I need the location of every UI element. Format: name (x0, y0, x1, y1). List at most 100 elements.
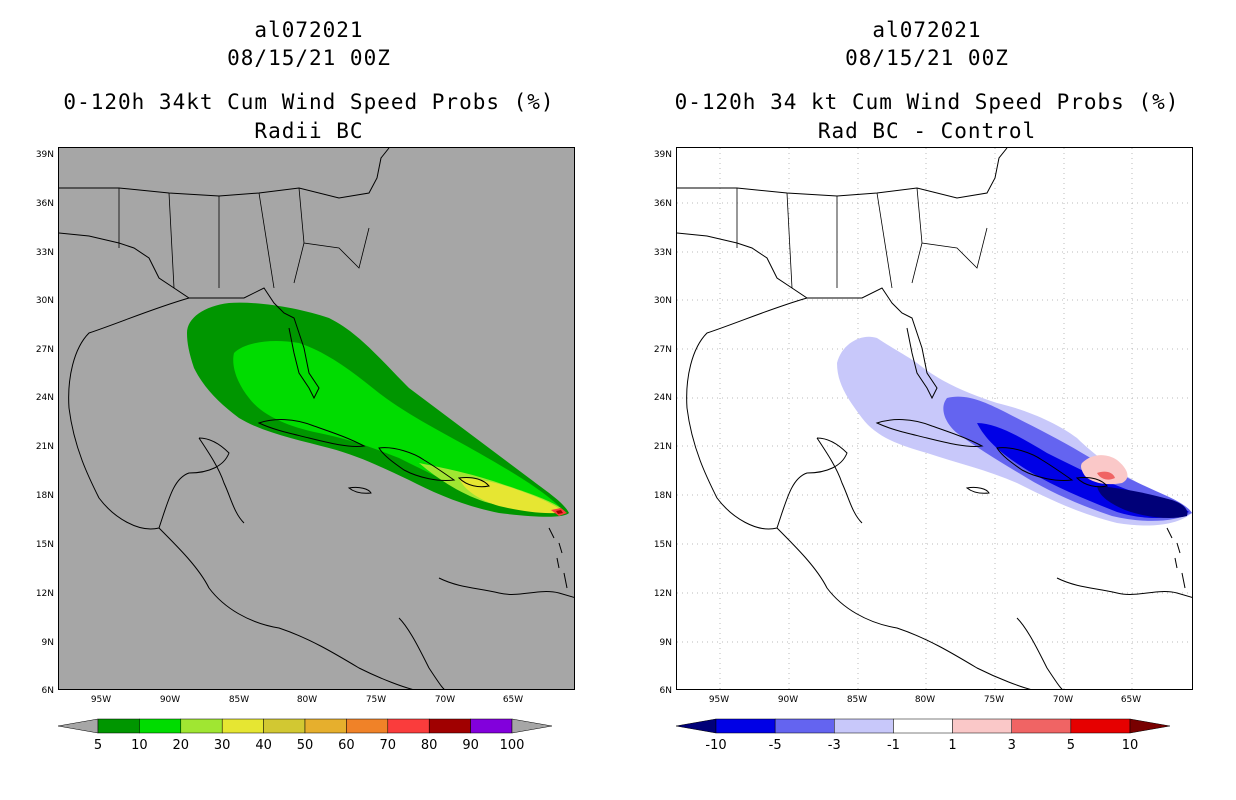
right-colorbar-swatch (715, 718, 776, 734)
left-map-canvas (59, 148, 574, 689)
lat-label-33n: 33N (653, 248, 672, 258)
lat-label-12n: 12N (653, 589, 672, 599)
right-colorbar-low-arrow (676, 718, 717, 734)
right-colorbar-label: 3 (1007, 738, 1016, 753)
lat-label-27n: 27N (35, 345, 54, 355)
right-subtitle: Rad BC - Control (817, 119, 1037, 143)
lat-label-27n: 27N (653, 345, 672, 355)
right-map-canvas (677, 148, 1192, 689)
right-panel: al072021 08/15/21 00Z 0-120h 34 kt Cum W… (618, 0, 1236, 800)
lon-label-90w: 90W (777, 695, 799, 705)
lat-label-39n: 39N (35, 150, 54, 160)
left-colorbar-swatch (304, 718, 347, 734)
left-datetime: 08/15/21 00Z (227, 46, 391, 70)
left-colorbar-label: 100 (499, 738, 525, 753)
lat-label-9n: 9N (659, 638, 672, 648)
right-product-title: 0-120h 34 kt Cum Wind Speed Probs (%) (674, 90, 1180, 114)
left-colorbar-label: 90 (462, 738, 479, 753)
lat-label-6n: 6N (659, 686, 672, 696)
right-datetime: 08/15/21 00Z (845, 46, 1009, 70)
right-storm-id: al072021 (872, 18, 982, 42)
lon-label-70w: 70W (434, 695, 456, 705)
coastlines (677, 148, 1192, 689)
lon-label-75w: 75W (983, 695, 1005, 705)
lon-label-70w: 70W (1052, 695, 1074, 705)
right-colorbar-swatch (1011, 718, 1072, 734)
lat-label-30n: 30N (35, 296, 54, 306)
left-colorbar-label: 5 (93, 738, 103, 753)
lat-label-21n: 21N (35, 442, 54, 452)
lon-label-95w: 95W (708, 695, 730, 705)
diff-contour-minus3 (943, 396, 1192, 521)
prob-contour-80 (556, 510, 563, 514)
lon-label-75w: 75W (365, 695, 387, 705)
right-colorbar-swatch (952, 718, 1012, 734)
diff-contour-plus1 (1081, 455, 1128, 485)
lat-label-9n: 9N (41, 638, 54, 648)
lon-label-95w: 95W (90, 695, 112, 705)
diff-contour-minus10 (1097, 486, 1188, 518)
right-colorbar-label: -3 (827, 738, 841, 753)
left-subtitle: Radii BC (254, 119, 364, 143)
lon-label-80w: 80W (914, 695, 936, 705)
left-colorbar-swatch (428, 718, 471, 734)
left-colorbar-swatch (346, 718, 389, 734)
left-colorbar-swatch (139, 718, 182, 734)
left-colorbar-swatch (470, 718, 513, 734)
lat-label-15n: 15N (653, 540, 672, 550)
left-map (58, 147, 575, 690)
left-panel: al072021 08/15/21 00Z 0-120h 34kt Cum Wi… (35, 18, 575, 753)
right-colorbar-label: 10 (1121, 738, 1139, 753)
lat-label-12n: 12N (35, 589, 54, 599)
lat-label-18n: 18N (35, 491, 54, 501)
lat-label-30n: 30N (653, 296, 672, 306)
lon-label-85w: 85W (228, 695, 250, 705)
left-product-title: 0-120h 34kt Cum Wind Speed Probs (%) (63, 90, 555, 114)
lon-label-90w: 90W (159, 695, 181, 705)
lon-label-65w: 65W (502, 695, 524, 705)
right-colorbar-svg (676, 718, 1170, 734)
left-colorbar-label: 30 (213, 738, 231, 753)
lat-label-36n: 36N (653, 199, 672, 209)
left-colorbar-label: 70 (379, 738, 397, 753)
left-colorbar-high-arrow (511, 718, 552, 734)
right-colorbar-swatch (774, 718, 835, 734)
prob-contour-10 (233, 341, 559, 508)
left-colorbar-swatch (387, 718, 430, 734)
lat-label-6n: 6N (41, 686, 54, 696)
left-colorbar-label: 40 (255, 738, 272, 753)
lon-label-65w: 65W (1120, 695, 1142, 705)
right-colorbar-label: 1 (948, 738, 957, 753)
lat-label-24n: 24N (653, 393, 672, 403)
right-colorbar-label: -1 (886, 738, 900, 753)
right-colorbar-swatch (834, 718, 894, 734)
right-colorbar-swatch (893, 718, 953, 734)
right-colorbar-label: 5 (1066, 738, 1075, 753)
left-colorbar-label: 60 (338, 738, 355, 753)
left-colorbar-swatch (221, 718, 264, 734)
state-borders (736, 187, 988, 289)
left-colorbar-swatch (97, 718, 140, 734)
right-colorbar-label: -5 (768, 738, 782, 753)
left-colorbar-label: 80 (420, 738, 438, 753)
coastlines (59, 148, 574, 689)
diff-contour-plus3 (1097, 471, 1115, 480)
lat-label-18n: 18N (653, 491, 672, 501)
lat-label-15n: 15N (35, 540, 54, 550)
left-colorbar-swatch (263, 718, 306, 734)
left-colorbar-low-arrow (58, 718, 99, 734)
lon-label-85w: 85W (846, 695, 868, 705)
left-colorbar-svg (58, 718, 552, 734)
right-map (676, 147, 1193, 690)
left-colorbar (58, 718, 552, 734)
left-colorbar-label: 20 (172, 738, 190, 753)
lat-label-36n: 36N (35, 199, 54, 209)
lat-label-39n: 39N (653, 150, 672, 160)
lat-label-24n: 24N (35, 393, 54, 403)
right-colorbar-high-arrow (1129, 718, 1170, 734)
lon-label-80w: 80W (296, 695, 318, 705)
left-storm-id: al072021 (254, 18, 364, 42)
left-colorbar-label: 50 (296, 738, 314, 753)
state-borders (118, 187, 370, 289)
lat-label-33n: 33N (35, 248, 54, 258)
